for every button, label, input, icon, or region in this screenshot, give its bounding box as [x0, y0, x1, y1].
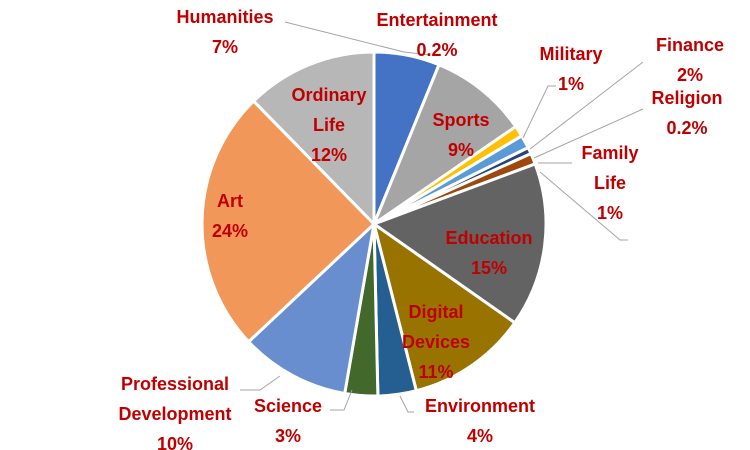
slice-ordinary-life — [251, 50, 376, 228]
data-label-science: Science 3% — [254, 396, 322, 446]
pie-labels: Entertainment 0.2% Sports 9% Military 1% Finan… — [118, 7, 724, 450]
data-label-finance: Finance 2% — [656, 35, 724, 85]
data-label-family-life: Family Life 1% — [581, 143, 638, 223]
data-label-art: Art 24% — [212, 191, 248, 241]
data-label-entertainment: Entertainment 0.2% — [376, 10, 497, 60]
leader-line-finance — [529, 61, 644, 150]
data-label-environment: Environment 4% — [425, 396, 535, 446]
leader-line-religion — [533, 108, 644, 159]
data-label-education: Education 15% — [445, 228, 532, 278]
data-label-professional-development: Professional Development 10% — [118, 374, 231, 450]
slice-professional-development — [246, 219, 377, 396]
leader-line-professional-development — [240, 375, 281, 391]
data-label-humanities: Humanities 7% — [176, 7, 273, 57]
data-label-religion: Religion 0.2% — [652, 88, 723, 138]
leader-line-environment — [399, 395, 414, 413]
slice-sports — [370, 62, 518, 229]
pie-slices — [200, 50, 548, 398]
data-label-sports: Sports 9% — [432, 110, 489, 160]
slice-art — [200, 98, 377, 344]
data-label-ordinary-life: Ordinary Life 12% — [291, 85, 366, 165]
slice-digital-devices — [371, 220, 517, 393]
data-label-digital-devices: Digital Devices 11% — [402, 302, 470, 382]
slice-education — [370, 161, 548, 325]
leader-line-humanities — [284, 21, 405, 53]
leader-line-military — [522, 85, 556, 139]
leader-line-science — [330, 389, 353, 411]
leader-line-politics — [539, 171, 628, 241]
data-label-military: Military 1% — [539, 44, 602, 94]
leader-line-entertainment — [403, 51, 431, 56]
